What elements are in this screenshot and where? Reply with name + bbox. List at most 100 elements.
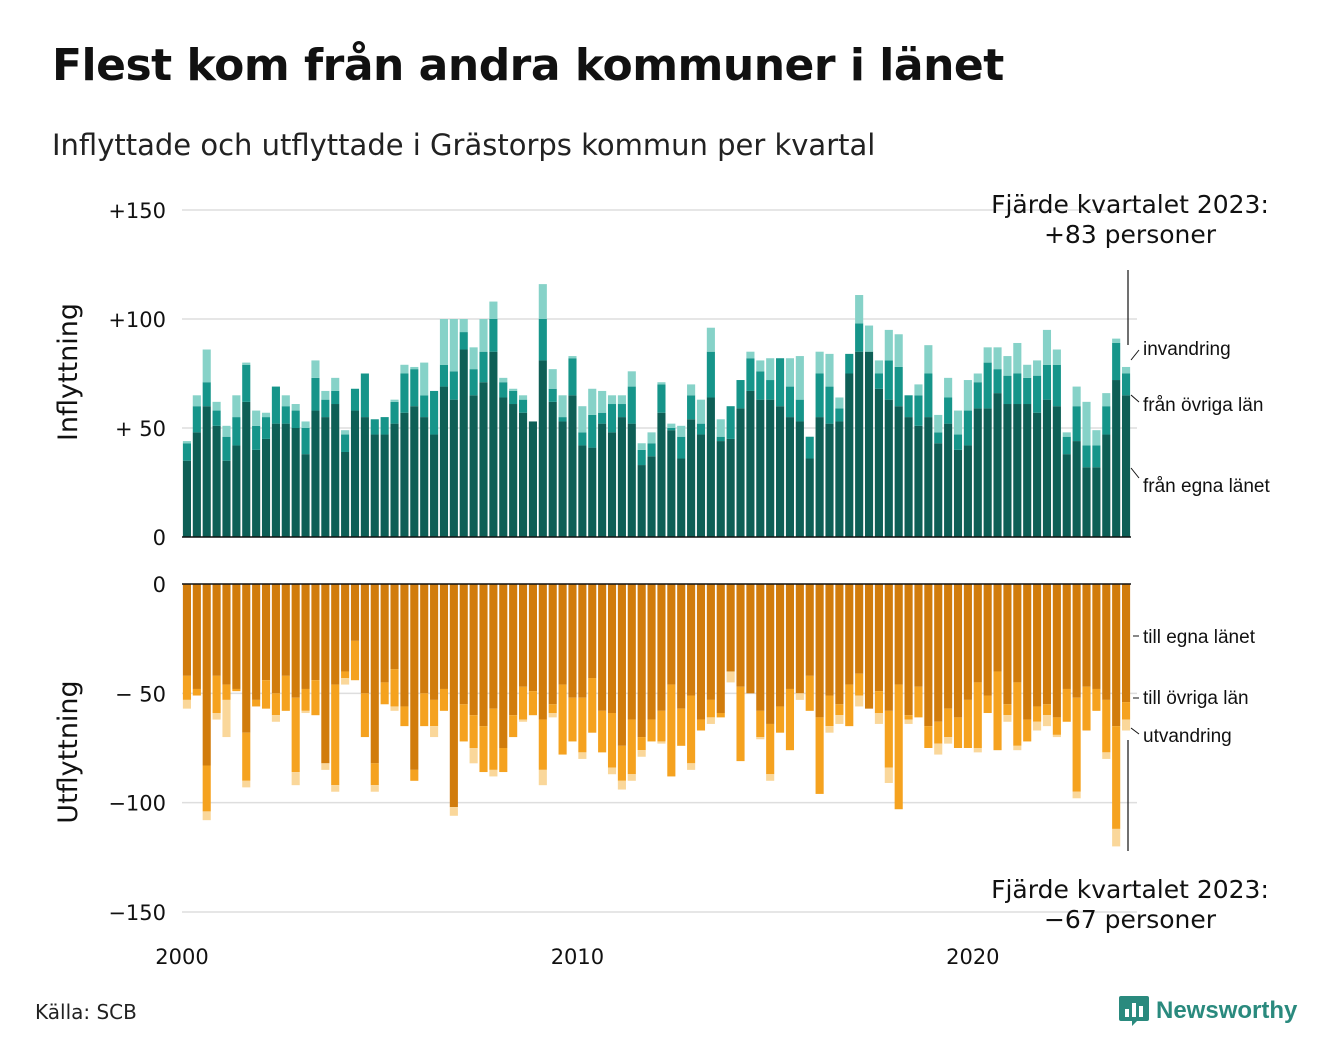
bar-in-invandring bbox=[716, 419, 725, 437]
bar-out-utvandring bbox=[874, 713, 883, 724]
bar-out-egna bbox=[1072, 584, 1081, 698]
bar-out-utvandring bbox=[944, 737, 953, 744]
bar-in-invandring bbox=[1122, 366, 1131, 374]
bar-in-ovriga bbox=[499, 382, 508, 398]
bar-in-egna bbox=[192, 432, 201, 537]
bar-out-utvandring bbox=[825, 726, 834, 733]
bar-out-ovriga bbox=[963, 699, 972, 748]
bar-out-ovriga bbox=[301, 688, 310, 711]
bar-out-ovriga bbox=[756, 710, 765, 738]
bar-out-ovriga bbox=[1102, 699, 1111, 753]
bar-out-ovriga bbox=[983, 695, 992, 714]
bar-out-utvandring bbox=[726, 671, 735, 683]
legend-leader-utvandring bbox=[1130, 727, 1140, 735]
legend-label-fran-ovriga-lan: från övriga län bbox=[1143, 395, 1263, 416]
bar-out-utvandring bbox=[430, 726, 439, 738]
bar-out-ovriga bbox=[1023, 719, 1032, 742]
bar-in-ovriga bbox=[469, 369, 478, 396]
bar-in-invandring bbox=[1052, 349, 1061, 365]
bar-out-utvandring bbox=[538, 769, 547, 786]
bar-out-ovriga bbox=[973, 682, 982, 748]
bar-in-egna bbox=[538, 360, 547, 537]
bar-out-egna bbox=[301, 584, 310, 689]
bar-in-ovriga bbox=[370, 419, 379, 435]
bar-out-utvandring bbox=[855, 695, 864, 707]
bar-in-egna bbox=[459, 349, 468, 537]
bar-in-ovriga bbox=[944, 397, 953, 424]
bar-in-ovriga bbox=[845, 353, 854, 374]
bar-in-egna bbox=[1033, 412, 1042, 537]
bar-in-ovriga bbox=[677, 436, 686, 459]
bar-in-invandring bbox=[578, 406, 587, 433]
bar-in-ovriga bbox=[301, 428, 310, 455]
bar-in-invandring bbox=[795, 356, 804, 400]
bar-out-utvandring bbox=[1042, 715, 1052, 727]
bar-in-egna bbox=[311, 410, 320, 537]
bar-in-invandring bbox=[222, 425, 231, 437]
bar-out-utvandring bbox=[291, 772, 300, 786]
bar-out-egna bbox=[687, 584, 696, 696]
bar-in-egna bbox=[953, 449, 963, 537]
bar-in-egna bbox=[469, 395, 478, 537]
bar-out-egna bbox=[202, 584, 211, 766]
bar-in-invandring bbox=[499, 377, 508, 383]
bar-in-egna bbox=[1013, 404, 1022, 537]
bar-in-invandring bbox=[548, 369, 557, 389]
bar-in-ovriga bbox=[687, 395, 696, 420]
bar-in-ovriga bbox=[380, 417, 389, 435]
bar-in-ovriga bbox=[400, 373, 409, 413]
bar-in-invandring bbox=[281, 395, 290, 407]
bar-out-utvandring bbox=[469, 748, 478, 764]
bar-in-ovriga bbox=[360, 373, 369, 418]
bar-in-ovriga bbox=[311, 377, 320, 411]
bar-in-invandring bbox=[1042, 329, 1052, 365]
bar-in-egna bbox=[370, 434, 379, 537]
bar-in-ovriga bbox=[736, 380, 745, 409]
bar-in-egna bbox=[706, 397, 715, 537]
bar-in-invandring bbox=[627, 371, 636, 387]
bar-out-ovriga bbox=[785, 688, 795, 751]
bar-in-ovriga bbox=[420, 395, 429, 418]
bar-out-ovriga bbox=[528, 691, 537, 716]
x-tick-label: 2020 bbox=[946, 945, 999, 969]
bar-in-ovriga bbox=[657, 384, 666, 413]
y-tick-label-in: +150 bbox=[108, 199, 166, 223]
bar-out-ovriga bbox=[588, 678, 597, 733]
bar-out-utvandring bbox=[548, 713, 557, 718]
bar-out-utvandring bbox=[884, 767, 893, 783]
bar-out-ovriga bbox=[944, 708, 953, 738]
axes: +150 +100 + 50 0 0 − 50 −100 −150 2000 2010 2020 bbox=[108, 199, 1131, 969]
bar-out-ovriga bbox=[370, 763, 379, 786]
bar-in-ovriga bbox=[341, 434, 350, 452]
bar-out-utvandring bbox=[489, 769, 498, 777]
y-tick-label-in: + 50 bbox=[115, 417, 166, 441]
bar-in-ovriga bbox=[963, 410, 972, 446]
bar-out-ovriga bbox=[360, 693, 369, 738]
bar-out-ovriga bbox=[390, 669, 399, 707]
bar-out-egna bbox=[588, 584, 597, 679]
bar-in-ovriga bbox=[548, 388, 557, 402]
bar-in-egna bbox=[884, 399, 893, 537]
bar-in-ovriga bbox=[558, 417, 567, 422]
bar-in-ovriga bbox=[538, 319, 547, 361]
bar-out-ovriga bbox=[696, 719, 706, 731]
bar-in-egna bbox=[617, 417, 626, 537]
newsworthy-chart-icon bbox=[1119, 996, 1149, 1026]
bar-out-egna bbox=[548, 584, 557, 705]
bar-out-ovriga bbox=[430, 699, 439, 727]
bar-out-egna bbox=[538, 584, 547, 720]
bar-out-ovriga bbox=[420, 693, 429, 727]
bar-in-egna bbox=[202, 406, 211, 537]
bar-out-ovriga bbox=[647, 719, 656, 742]
bar-in-egna bbox=[578, 445, 587, 537]
bar-out-egna bbox=[894, 584, 903, 685]
bar-out-ovriga bbox=[341, 671, 350, 679]
bar-in-invandring bbox=[1013, 342, 1022, 374]
bar-in-ovriga bbox=[598, 412, 607, 424]
bar-in-ovriga bbox=[489, 319, 498, 352]
bar-out-ovriga bbox=[914, 686, 923, 718]
bar-out-egna bbox=[469, 584, 478, 716]
bar-in-ovriga bbox=[202, 382, 211, 407]
bar-in-ovriga bbox=[637, 449, 646, 466]
bar-in-egna bbox=[795, 421, 804, 537]
